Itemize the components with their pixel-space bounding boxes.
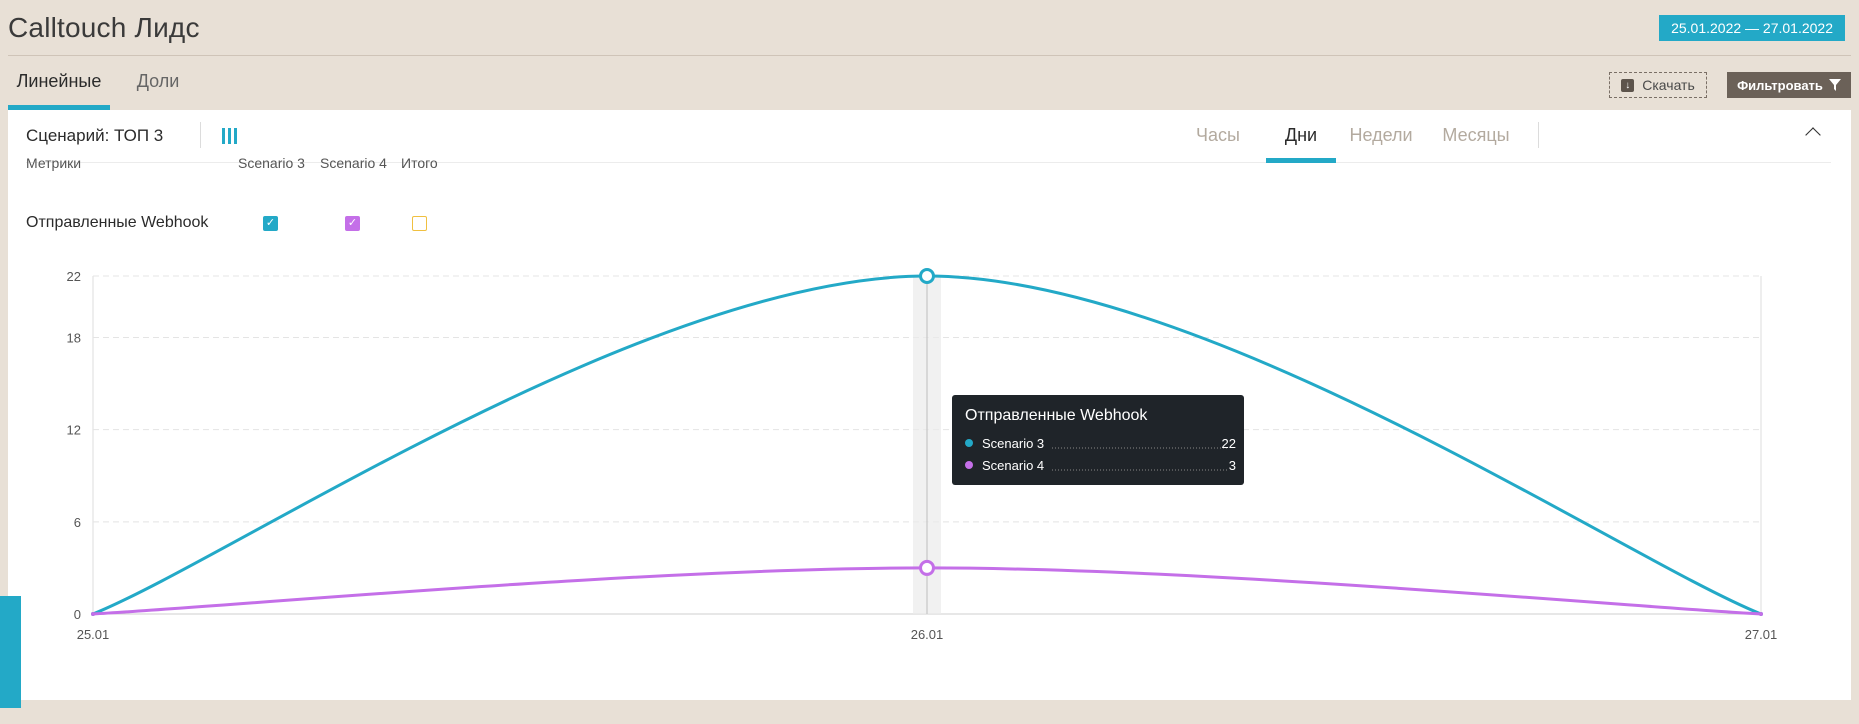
tooltip-series-name: Scenario 4 bbox=[982, 458, 1044, 473]
checkbox-total[interactable] bbox=[412, 216, 427, 231]
divider bbox=[200, 122, 201, 148]
data-point bbox=[1759, 612, 1763, 616]
x-tick-label: 26.01 bbox=[911, 627, 944, 642]
filter-label: Фильтровать bbox=[1737, 77, 1823, 93]
checkbox-scenario4[interactable]: ✓ bbox=[345, 216, 360, 231]
scenario-title: Сценарий: ТОП 3 bbox=[26, 126, 164, 145]
checkbox-scenario3[interactable]: ✓ bbox=[263, 216, 278, 231]
x-tick-label: 25.01 bbox=[77, 627, 110, 642]
page-title: Calltouch Лидс bbox=[8, 12, 200, 43]
download-label: Скачать bbox=[1642, 77, 1695, 93]
feedback-tab[interactable] bbox=[0, 596, 21, 708]
tooltip-legend-dot bbox=[965, 439, 973, 447]
panel-toolbar: Сценарий: ТОП 3 Часы Дни Недели Месяцы bbox=[26, 110, 1831, 163]
tooltip-series-name: Scenario 3 bbox=[982, 436, 1044, 451]
y-tick-label: 22 bbox=[67, 269, 81, 284]
funnel-icon bbox=[1828, 79, 1841, 91]
download-icon: ↓ bbox=[1621, 78, 1635, 92]
period-months[interactable]: Месяцы bbox=[1442, 125, 1510, 145]
date-range-picker[interactable]: 25.01.2022 — 27.01.2022 bbox=[1659, 15, 1845, 41]
tooltip-value: 3 bbox=[1229, 458, 1236, 473]
y-tick-label: 18 bbox=[67, 330, 81, 345]
data-point-marker bbox=[919, 268, 935, 284]
period-weeks[interactable]: Недели bbox=[1349, 125, 1413, 145]
metric-row-label: Отправленные Webhook bbox=[26, 214, 209, 231]
metric-column-scenario3: Scenario 3 bbox=[238, 155, 305, 171]
period-days[interactable]: Дни bbox=[1266, 110, 1336, 163]
metrics-header: Метрики bbox=[26, 155, 82, 171]
y-tick-label: 12 bbox=[67, 423, 81, 438]
filter-button[interactable]: Фильтровать bbox=[1727, 72, 1851, 98]
tooltip-title: Отправленные Webhook bbox=[965, 407, 1148, 424]
tooltip-box bbox=[952, 395, 1244, 485]
download-button[interactable]: ↓ Скачать bbox=[1609, 72, 1707, 98]
columns-icon[interactable] bbox=[222, 128, 237, 144]
metric-column-total: Итого bbox=[401, 155, 438, 171]
period-hours[interactable]: Часы bbox=[1196, 125, 1240, 145]
page-header: Calltouch Лидс 25.01.2022 — 27.01.2022 bbox=[8, 0, 1851, 56]
y-tick-label: 6 bbox=[74, 515, 81, 530]
view-tabs: Линейные Доли ↓ Скачать Фильтровать bbox=[8, 56, 1851, 110]
tab-shares[interactable]: Доли bbox=[136, 71, 180, 91]
tooltip-value: 22 bbox=[1222, 436, 1236, 451]
tooltip-legend-dot bbox=[965, 461, 973, 469]
y-tick-label: 0 bbox=[74, 607, 81, 622]
metric-column-scenario4: Scenario 4 bbox=[320, 155, 387, 171]
data-point-marker bbox=[919, 559, 935, 576]
tab-linear[interactable]: Линейные bbox=[8, 56, 110, 110]
divider bbox=[1538, 122, 1539, 148]
x-tick-label: 27.01 bbox=[1745, 627, 1778, 642]
data-point bbox=[91, 612, 95, 616]
